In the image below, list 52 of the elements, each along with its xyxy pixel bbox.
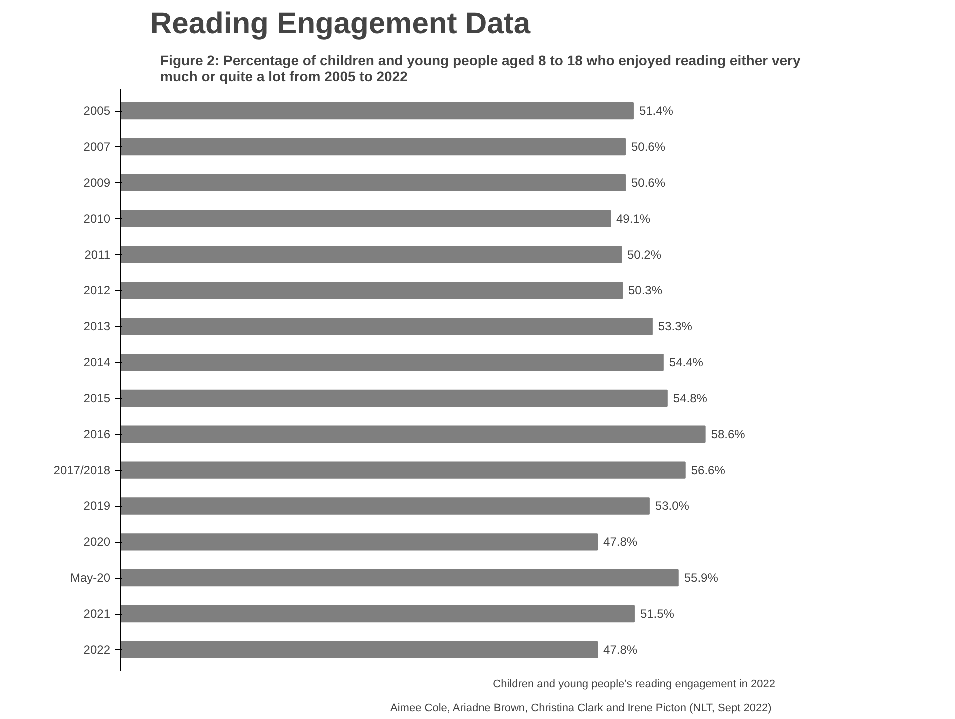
data-label: 50.6% [631,140,666,154]
y-tick-label: 2007 [84,140,111,154]
y-tick-label: 2016 [84,427,111,442]
y-tick-label: 2005 [84,104,111,118]
data-label: 49.1% [616,212,651,226]
bar [120,641,598,659]
bar [120,534,598,551]
bar [120,498,650,515]
chart-title: Reading Engagement Data [150,8,531,40]
bar [120,210,612,228]
bar [120,605,635,623]
bar [120,426,706,443]
data-label: 53.0% [655,499,690,514]
data-label: 47.8% [604,535,638,550]
y-tick-label: 2010 [84,212,111,226]
bar [120,462,686,479]
y-tick-label: 2014 [84,356,111,370]
y-tick-label: 2013 [84,320,111,334]
y-tick-label: 2017/2018 [54,463,111,478]
chart-subtitle: Figure 2: Percentage of children and young people aged 8 to 18 who enjoyed reading either very much or quite a lot from 2005 to 2022 [160,52,801,84]
bar [120,282,623,300]
data-label: 51.4% [639,104,674,118]
data-label: 50.3% [628,284,663,298]
data-label: 54.8% [673,391,708,406]
text: Aimee Cole, Ariadne Brown, Christina Clark and Irene Picton (NLT, Sept 2022) [390,702,772,714]
y-tick-label: 2012 [84,284,111,298]
y-tick-label: 2022 [84,642,111,657]
bar [120,570,679,587]
bar [120,246,622,264]
data-label: 47.8% [604,642,638,657]
y-tick-label: 2019 [84,499,111,514]
data-label: 53.3% [658,320,693,334]
y-tick-label: May-20 [70,571,111,586]
bar [120,138,626,156]
data-label: 50.6% [631,176,666,190]
bar [120,354,664,372]
bar [120,174,626,192]
y-tick-label: 2020 [84,535,111,550]
y-tick-label: 2009 [84,176,111,190]
y-tick-label: 2021 [84,607,111,622]
data-label: 51.5% [640,607,675,622]
bar [120,318,653,336]
data-label: 50.2% [627,248,662,262]
bar [120,102,634,120]
data-label: 55.9% [684,571,719,586]
data-label: 54.4% [669,356,704,370]
data-label: 56.6% [691,463,726,478]
text: Children and young people’s reading engagement in 2022 [493,678,776,690]
y-tick-label: 2015 [84,391,111,406]
y-tick-label: 2011 [84,248,111,262]
data-label: 58.6% [711,427,746,442]
bar [120,390,668,408]
